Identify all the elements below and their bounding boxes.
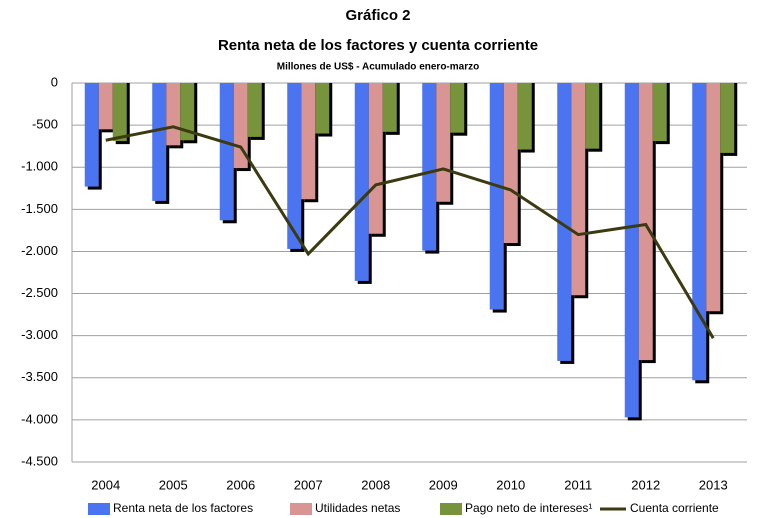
- bar: [247, 83, 262, 137]
- y-tick-label: -1.000: [21, 159, 58, 174]
- bar: [624, 83, 639, 418]
- y-tick-label: -2.500: [21, 285, 58, 300]
- y-tick-label: -3.500: [21, 369, 58, 384]
- x-tick-label: 2008: [361, 477, 390, 492]
- y-tick-label: -1.500: [21, 201, 58, 216]
- bar: [517, 83, 532, 150]
- y-tick-label: -2.000: [21, 243, 58, 258]
- bar: [301, 83, 316, 200]
- x-tick-label: 2004: [91, 477, 120, 492]
- line: [105, 125, 715, 339]
- x-tick-label: 2006: [226, 477, 255, 492]
- bar: [219, 83, 234, 221]
- bar: [368, 83, 383, 234]
- legend-label: Cuenta corriente: [630, 501, 719, 515]
- bar: [585, 83, 600, 149]
- bar: [571, 83, 586, 296]
- y-tick-label: -500: [32, 117, 58, 132]
- bar: [422, 83, 437, 251]
- legend-label: Renta neta de los factores: [113, 501, 253, 515]
- x-tick-label: 2013: [699, 477, 728, 492]
- bar: [706, 83, 721, 312]
- x-tick-label: 2007: [294, 477, 323, 492]
- bar: [112, 83, 127, 142]
- legend-swatch: [290, 503, 312, 515]
- bar: [152, 83, 167, 201]
- bar: [180, 83, 195, 141]
- legend-swatch: [88, 503, 110, 515]
- y-tick-label: 0: [51, 74, 58, 89]
- bar: [503, 83, 518, 244]
- legend-label: Utilidades netas: [315, 501, 400, 515]
- x-tick-label: 2010: [496, 477, 525, 492]
- chart-title: Gráfico 2: [345, 7, 410, 24]
- chart-note: Millones de US$ - Acumulado enero-marzo: [277, 62, 479, 73]
- legend-swatch: [440, 503, 462, 515]
- bar: [354, 83, 369, 281]
- bar: [98, 83, 113, 130]
- bar: [166, 83, 181, 146]
- bar: [315, 83, 330, 134]
- bar: [720, 83, 735, 153]
- bar: [382, 83, 397, 132]
- bar: [652, 83, 667, 142]
- bar: [638, 83, 653, 361]
- y-tick-label: -4.000: [21, 411, 58, 426]
- bar: [692, 83, 707, 381]
- bar: [557, 83, 572, 361]
- y-tick-label: -4.500: [21, 453, 58, 468]
- x-tick-label: 2005: [159, 477, 188, 492]
- legend-label: Pago neto de intereses¹: [465, 501, 592, 515]
- x-tick-label: 2012: [631, 477, 660, 492]
- bar: [450, 83, 465, 133]
- x-tick-label: 2009: [429, 477, 458, 492]
- bar: [436, 83, 451, 202]
- chart-subtitle: Renta neta de los factores y cuenta corr…: [218, 37, 538, 54]
- bar: [287, 83, 302, 249]
- bar: [489, 83, 504, 310]
- y-tick-label: -3.000: [21, 327, 58, 342]
- bar: [84, 83, 99, 187]
- x-tick-label: 2011: [564, 477, 592, 492]
